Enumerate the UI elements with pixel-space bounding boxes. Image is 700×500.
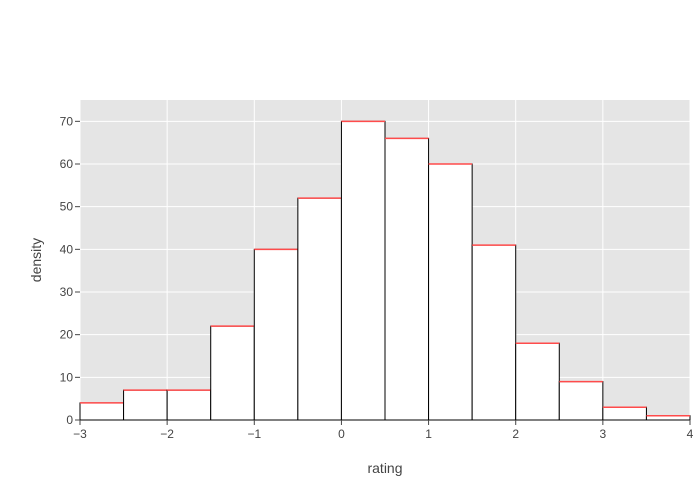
x-axis-ticks: −3 −2 −1 0 1 2 3 4 — [73, 420, 694, 441]
histogram-bar — [297, 197, 342, 421]
histogram-bar — [166, 389, 212, 421]
histogram-bar — [340, 120, 386, 421]
x-tick-label: −3 — [73, 427, 87, 441]
x-tick-label: 0 — [338, 427, 345, 441]
y-tick-label: 30 — [60, 285, 74, 299]
y-axis-title: density — [28, 238, 44, 282]
histogram-bar — [471, 244, 517, 421]
histogram-bar — [384, 137, 430, 421]
histogram-bar — [515, 342, 560, 421]
y-tick-label: 60 — [60, 157, 74, 171]
x-tick-label: 2 — [512, 427, 519, 441]
histogram-bar — [79, 402, 125, 421]
y-axis-ticks: 0 10 20 30 40 50 60 70 — [60, 114, 80, 427]
bars-layer — [79, 120, 691, 421]
x-axis-title: rating — [367, 460, 402, 476]
x-tick-label: 3 — [600, 427, 607, 441]
x-tick-label: −2 — [160, 427, 174, 441]
y-tick-label: 70 — [60, 114, 74, 128]
y-tick-label: 20 — [60, 328, 74, 342]
histogram-bar — [253, 248, 299, 421]
x-tick-label: 4 — [687, 427, 694, 441]
x-tick-label: −1 — [247, 427, 261, 441]
histogram-bar — [210, 325, 255, 421]
histogram-bar — [123, 389, 168, 421]
histogram-bar — [558, 381, 604, 421]
y-tick-label: 0 — [66, 413, 73, 427]
histogram-bar — [428, 163, 473, 421]
y-tick-label: 40 — [60, 242, 74, 256]
x-tick-label: 1 — [425, 427, 432, 441]
y-tick-label: 10 — [60, 370, 74, 384]
histogram-bar — [602, 406, 647, 421]
y-tick-label: 50 — [60, 200, 74, 214]
